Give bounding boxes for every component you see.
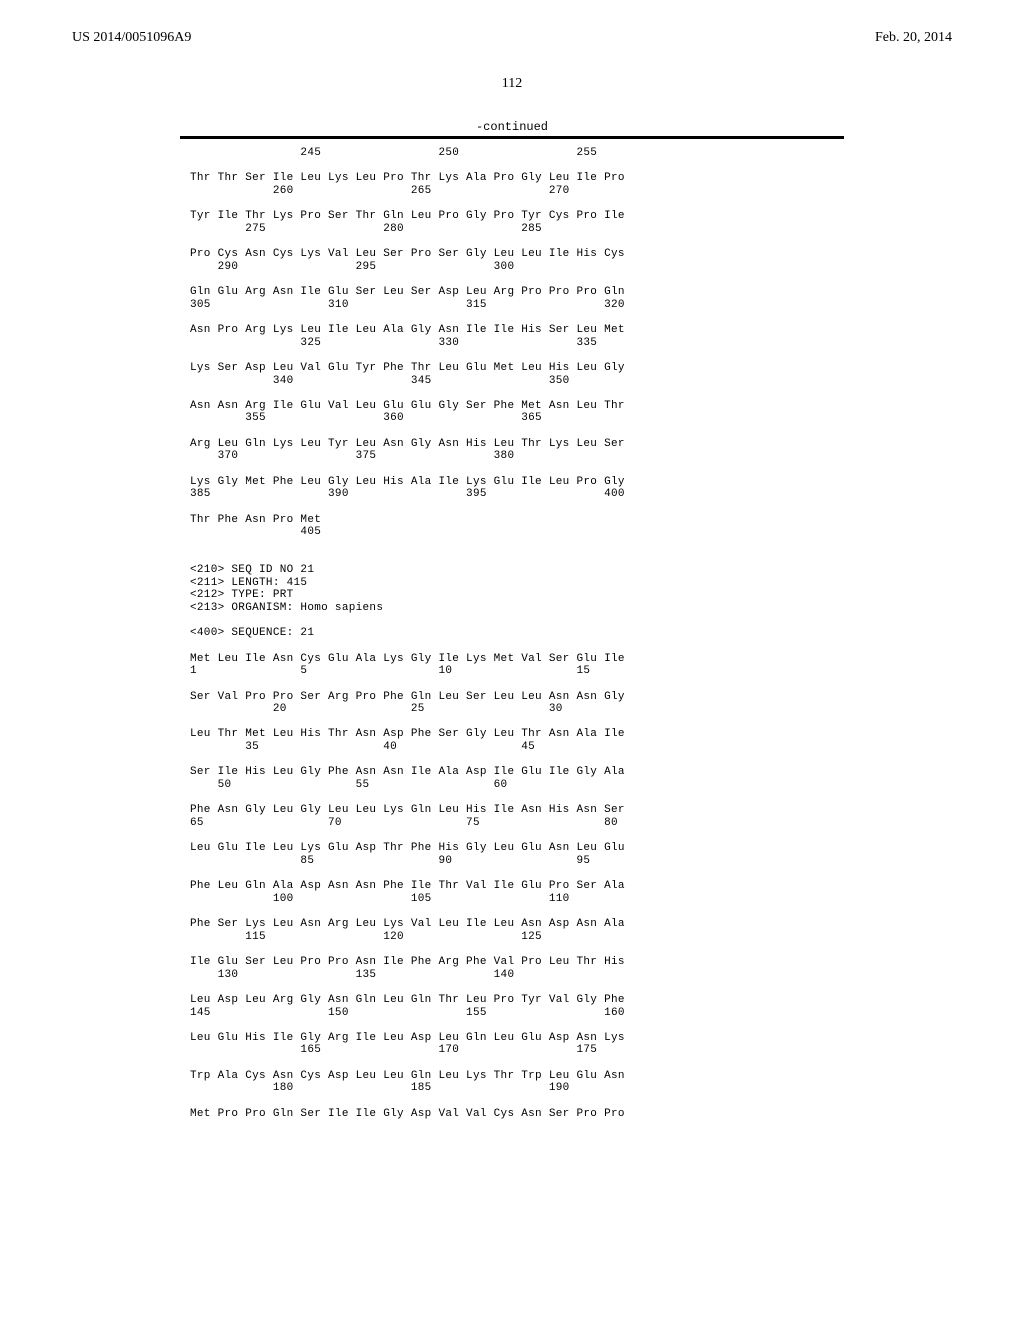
- page-number: 112: [0, 76, 1024, 92]
- continued-label: -continued: [0, 120, 1024, 134]
- publication-date: Feb. 20, 2014: [875, 30, 952, 46]
- publication-number: US 2014/0051096A9: [72, 30, 191, 46]
- sequence-listing: 245 250 255 Thr Thr Ser Ile Leu Lys Leu …: [0, 139, 1024, 1120]
